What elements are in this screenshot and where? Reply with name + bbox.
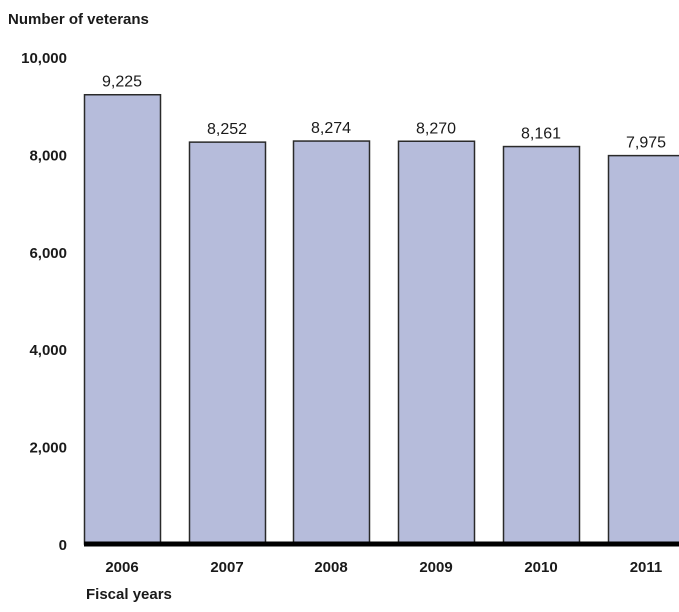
- data-label: 8,161: [521, 126, 561, 143]
- x-tick-label: 2010: [524, 559, 557, 576]
- y-tick-label: 6,000: [29, 245, 67, 262]
- x-tick-label: 2008: [314, 559, 347, 576]
- x-tick-label: 2011: [630, 559, 663, 576]
- x-tick-label: 2006: [105, 559, 138, 576]
- bar-2008: [292, 140, 371, 545]
- x-tick-label: 2009: [419, 559, 452, 576]
- data-label: 8,270: [416, 120, 456, 137]
- x-tick-label: 2007: [210, 559, 243, 576]
- data-label: 8,252: [207, 121, 247, 138]
- data-label: 9,225: [102, 74, 142, 91]
- y-tick-label: 2,000: [29, 440, 67, 457]
- bar-2010: [502, 145, 581, 545]
- y-axis-ticks: 0 2,000 4,000 6,000 8,000 10,000: [21, 50, 67, 554]
- data-labels: 9,225 8,252 8,274 8,270 8,161 7,975: [102, 74, 666, 152]
- bar-2007: [188, 141, 267, 545]
- data-label: 8,274: [311, 120, 351, 137]
- x-axis-title: Fiscal years: [86, 586, 172, 603]
- y-axis-title: Number of veterans: [8, 11, 149, 28]
- bar-2006: [83, 93, 162, 545]
- y-tick-label: 8,000: [29, 147, 67, 164]
- bar-2009: [397, 140, 476, 545]
- bars: [83, 93, 679, 545]
- y-tick-label: 10,000: [21, 50, 67, 67]
- y-tick-label: 0: [59, 537, 67, 554]
- y-tick-label: 4,000: [29, 342, 67, 359]
- bar-2011: [607, 154, 679, 545]
- data-label: 7,975: [626, 135, 666, 152]
- x-axis-ticks: 2006 2007 2008 2009 2010 2011: [105, 559, 662, 576]
